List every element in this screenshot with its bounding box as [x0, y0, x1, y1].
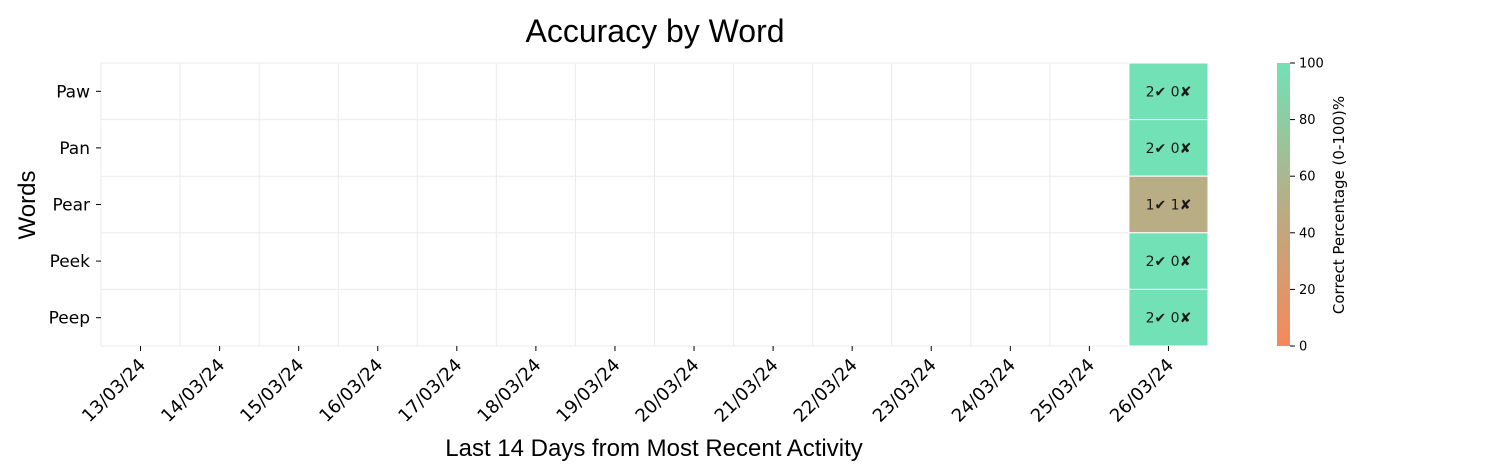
colorbar-tick-label: 0: [1299, 340, 1307, 355]
x-tick-label: 21/03/24: [711, 355, 783, 427]
heatmap-cell: [1128, 232, 1209, 290]
x-axis-ticks: 13/03/24 14/03/24 15/03/24 16/03/24 17/03/24…: [78, 346, 1178, 427]
heatmap-cell: [1128, 175, 1209, 234]
heatmap-cell-label: 2✔ 0✘: [1146, 141, 1192, 157]
y-axis-label: Words: [14, 171, 41, 240]
colorbar-tick-label: 60: [1299, 170, 1316, 185]
x-tick-label: 23/03/24: [869, 355, 941, 427]
x-axis-label: Last 14 Days from Most Recent Activity: [445, 435, 862, 462]
colorbar-tick-label: 80: [1299, 113, 1316, 128]
heatmap-cell-label: 2✔ 0✘: [1146, 84, 1192, 100]
heatmap-cells: 2✔ 0✘ 2✔ 0✘ 1✔ 1✘ 2✔ 0✘ 2✔ 0✘: [1128, 62, 1209, 347]
y-tick-label: Peek: [50, 252, 91, 272]
x-tick-label: 17/03/24: [394, 355, 466, 427]
heatmap-grid: [100, 62, 1209, 347]
x-tick-label: 19/03/24: [552, 355, 624, 427]
colorbar-tick-label: 40: [1299, 226, 1316, 241]
x-tick-label: 15/03/24: [236, 355, 308, 427]
y-tick-label: Pear: [52, 196, 90, 216]
x-tick-label: 25/03/24: [1027, 355, 1099, 427]
colorbar: 0 20 40 60 80 100 Correct Percentage (0-100)%: [1277, 57, 1348, 355]
colorbar-ticks: 0 20 40 60 80 100: [1290, 57, 1324, 355]
x-tick-label: 20/03/24: [632, 355, 704, 427]
heatmap-cell: [1128, 119, 1209, 177]
y-tick-label: Paw: [56, 82, 90, 102]
heatmap-cell-label: 2✔ 0✘: [1146, 254, 1192, 270]
y-axis-ticks: Paw Pan Pear Peek Peep: [49, 82, 101, 329]
heatmap-cell-label: 2✔ 0✘: [1146, 311, 1192, 327]
x-tick-label: 26/03/24: [1106, 355, 1178, 427]
x-tick-label: 24/03/24: [948, 355, 1020, 427]
heatmap-cell: [1128, 288, 1209, 347]
colorbar-tick-label: 100: [1299, 57, 1324, 72]
x-tick-label: 13/03/24: [78, 355, 150, 427]
x-tick-label: 14/03/24: [157, 355, 229, 427]
heatmap-cell: [1128, 62, 1209, 121]
chart-title: Accuracy by Word: [525, 13, 784, 49]
colorbar-tick-label: 20: [1299, 283, 1316, 298]
heatmap-cell-label: 1✔ 1✘: [1146, 198, 1192, 214]
x-tick-label: 16/03/24: [315, 355, 387, 427]
colorbar-label: Correct Percentage (0-100)%: [1330, 96, 1348, 314]
x-tick-label: 18/03/24: [473, 355, 545, 427]
x-tick-label: 22/03/24: [790, 355, 862, 427]
colorbar-gradient: [1277, 63, 1290, 346]
y-tick-label: Pan: [59, 139, 90, 159]
y-tick-label: Peep: [49, 309, 90, 329]
